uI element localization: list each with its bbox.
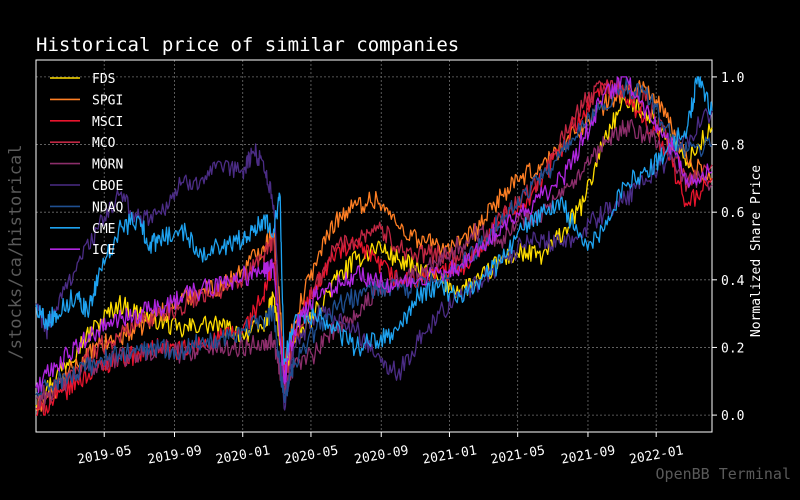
y-tick-label: 1.0 [721, 71, 744, 86]
legend-label: MORN [92, 158, 123, 173]
chart-title: Historical price of similar companies [36, 34, 459, 56]
y-tick-label: 0.8 [721, 139, 744, 154]
y-axis-label: Normalized Share Price [749, 165, 764, 337]
brand-watermark: OpenBB Terminal [656, 465, 791, 483]
y-axis-ticks: 0.0 0.2 0.4 0.6 0.8 1.0 [712, 71, 745, 424]
legend-label: FDS [92, 72, 115, 87]
command-path-label: /stocks/ca/historical [6, 145, 26, 360]
plot-frame [35, 59, 713, 433]
legend-label: ICE [92, 243, 115, 258]
legend-label: MCO [92, 136, 116, 151]
series-line-morn [35, 118, 713, 407]
legend: FDS SPGI MSCI MCO MORN CBOE NDAQ CME ICE [50, 72, 123, 258]
y-tick-label: 0.2 [721, 341, 744, 356]
y-tick-label: 0.4 [721, 274, 745, 289]
series-lines [35, 76, 713, 416]
legend-label: SPGI [92, 93, 123, 108]
y-tick-label: 0.0 [721, 409, 744, 424]
y-tick-label: 0.6 [721, 206, 744, 221]
series-line-ice [35, 76, 713, 394]
series-line-mco [35, 77, 713, 413]
legend-label: CBOE [92, 179, 123, 194]
series-line-cme [35, 76, 713, 366]
legend-label: MSCI [92, 115, 123, 130]
legend-label: CME [92, 222, 115, 237]
legend-label: NDAQ [92, 200, 123, 215]
